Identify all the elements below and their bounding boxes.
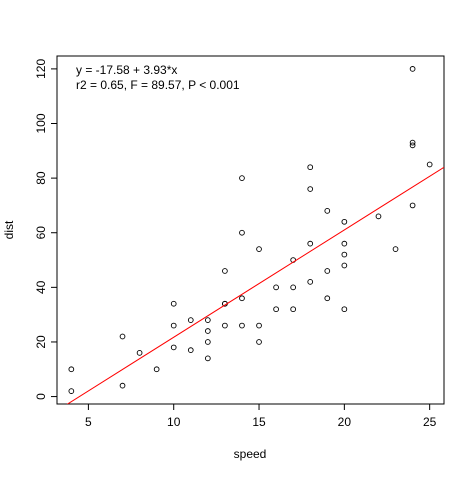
point [170,344,177,351]
point [204,328,211,334]
x-tick-label: 10 [167,415,181,429]
point [222,322,228,329]
regression-line [66,166,444,404]
point [341,251,348,258]
point [239,322,245,329]
y-tick-label: 0 [34,393,48,400]
point [392,246,399,252]
point [341,218,348,225]
point [290,306,297,313]
point [375,213,382,220]
point [273,306,279,313]
point [239,175,245,181]
point [68,388,75,394]
plot-frame [56,55,445,405]
x-tick-label: 15 [252,415,266,429]
annotation: y = -17.58 + 3.93*x [76,63,177,77]
y-tick-label: 60 [34,226,48,240]
x-tick-label: 5 [85,415,92,429]
point [187,347,194,354]
x-tick-label: 20 [338,415,352,429]
point [307,164,314,171]
annotation: r2 = 0.65, F = 89.57, P < 0.001 [76,78,240,92]
point [341,306,348,313]
point [307,279,314,285]
y-tick-label: 40 [34,280,48,294]
point [409,202,416,209]
point [187,317,194,323]
point [136,350,143,356]
y-tick-label: 120 [34,59,48,79]
point [256,339,262,345]
point [153,366,160,373]
y-tick-label: 20 [34,335,48,349]
point [119,382,126,389]
point [409,142,416,149]
point [341,262,348,269]
point [204,355,211,362]
point [273,284,279,291]
point [204,317,211,323]
y-tick-label: 100 [34,113,48,133]
point [426,161,433,168]
x-axis-label: speed [234,447,267,461]
point [324,208,331,214]
point [68,366,75,373]
point [256,322,262,329]
y-axis-label: dist [2,220,16,239]
point [256,246,262,252]
point [170,322,177,329]
point [239,229,245,236]
point [307,186,314,192]
point [324,268,331,274]
point [239,295,245,302]
point [290,284,297,291]
point [119,333,126,340]
point [324,295,331,302]
point [170,300,177,307]
point [204,339,211,345]
x-tick-label: 25 [423,415,437,429]
point [307,240,314,247]
point [222,268,228,274]
fit-group [66,166,444,404]
y-tick-label: 80 [34,171,48,185]
point [409,139,416,146]
point [409,66,416,72]
point [341,240,348,247]
